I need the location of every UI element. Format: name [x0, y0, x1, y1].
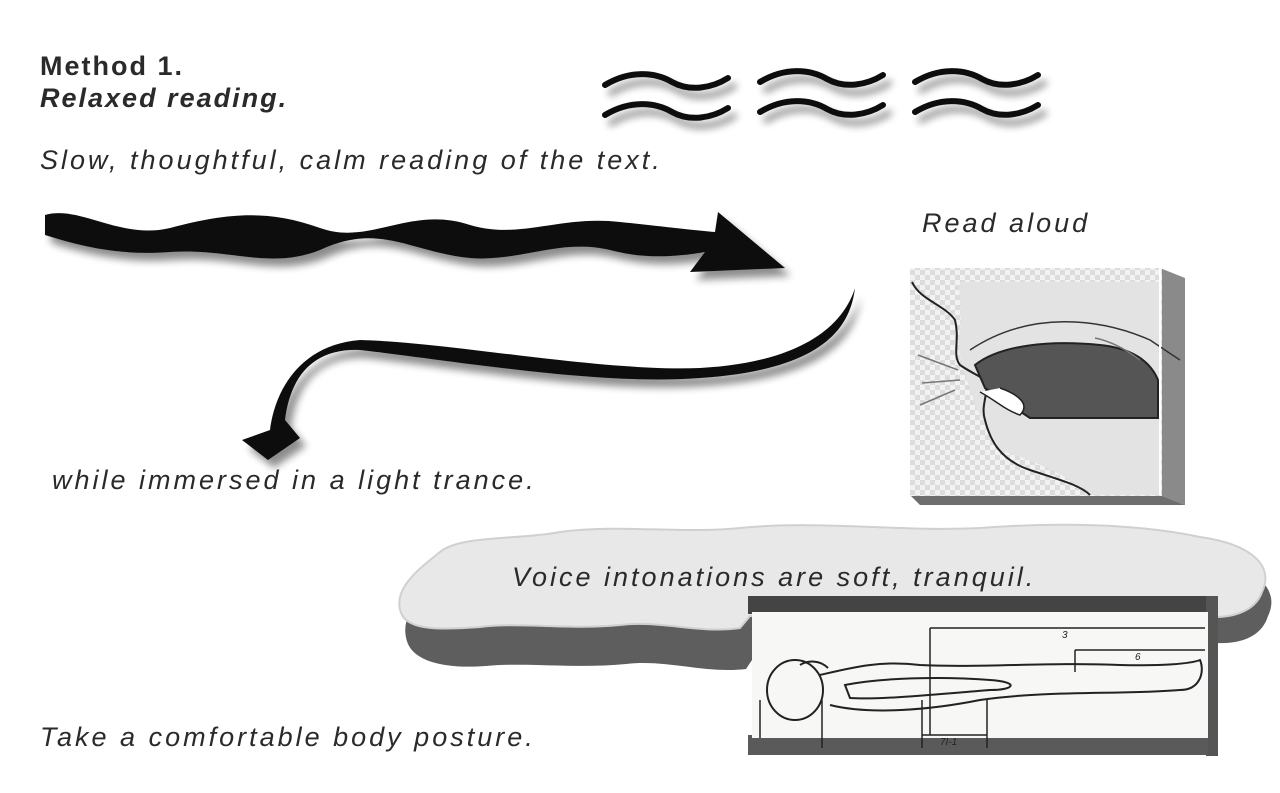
- wave-icon: [912, 98, 1041, 118]
- method-subtitle: Relaxed reading.: [40, 83, 289, 113]
- slow-reading-text: Slow, thoughtful, calm reading of the te…: [40, 145, 663, 175]
- wave-icon: [602, 71, 731, 91]
- wave-icon: [757, 98, 886, 118]
- mouth-diagram: [910, 268, 1185, 505]
- method-heading: Method 1. Relaxed reading.: [40, 50, 288, 114]
- wave-icon: [602, 101, 731, 121]
- curved-arrow-down-left-icon: [242, 288, 855, 460]
- posture-dim-label: 7I-1: [940, 737, 957, 748]
- wave-icon: [757, 68, 886, 88]
- read-aloud-text: Read aloud: [922, 208, 1091, 238]
- posture-diagram: 3 6 7I-1: [748, 596, 1218, 756]
- wavy-arrow-right-icon: [45, 212, 785, 272]
- trance-text: while immersed in a light trance.: [52, 465, 537, 495]
- tilde-wave-icons: [602, 68, 1041, 121]
- wave-icon: [912, 68, 1041, 88]
- method-title: Method 1.: [40, 51, 184, 81]
- posture-dim-label: 6: [1135, 652, 1141, 663]
- posture-text: Take a comfortable body posture.: [40, 722, 536, 752]
- voice-text: Voice intonations are soft, tranquil.: [512, 562, 1037, 592]
- posture-dim-label: 3: [1062, 630, 1068, 641]
